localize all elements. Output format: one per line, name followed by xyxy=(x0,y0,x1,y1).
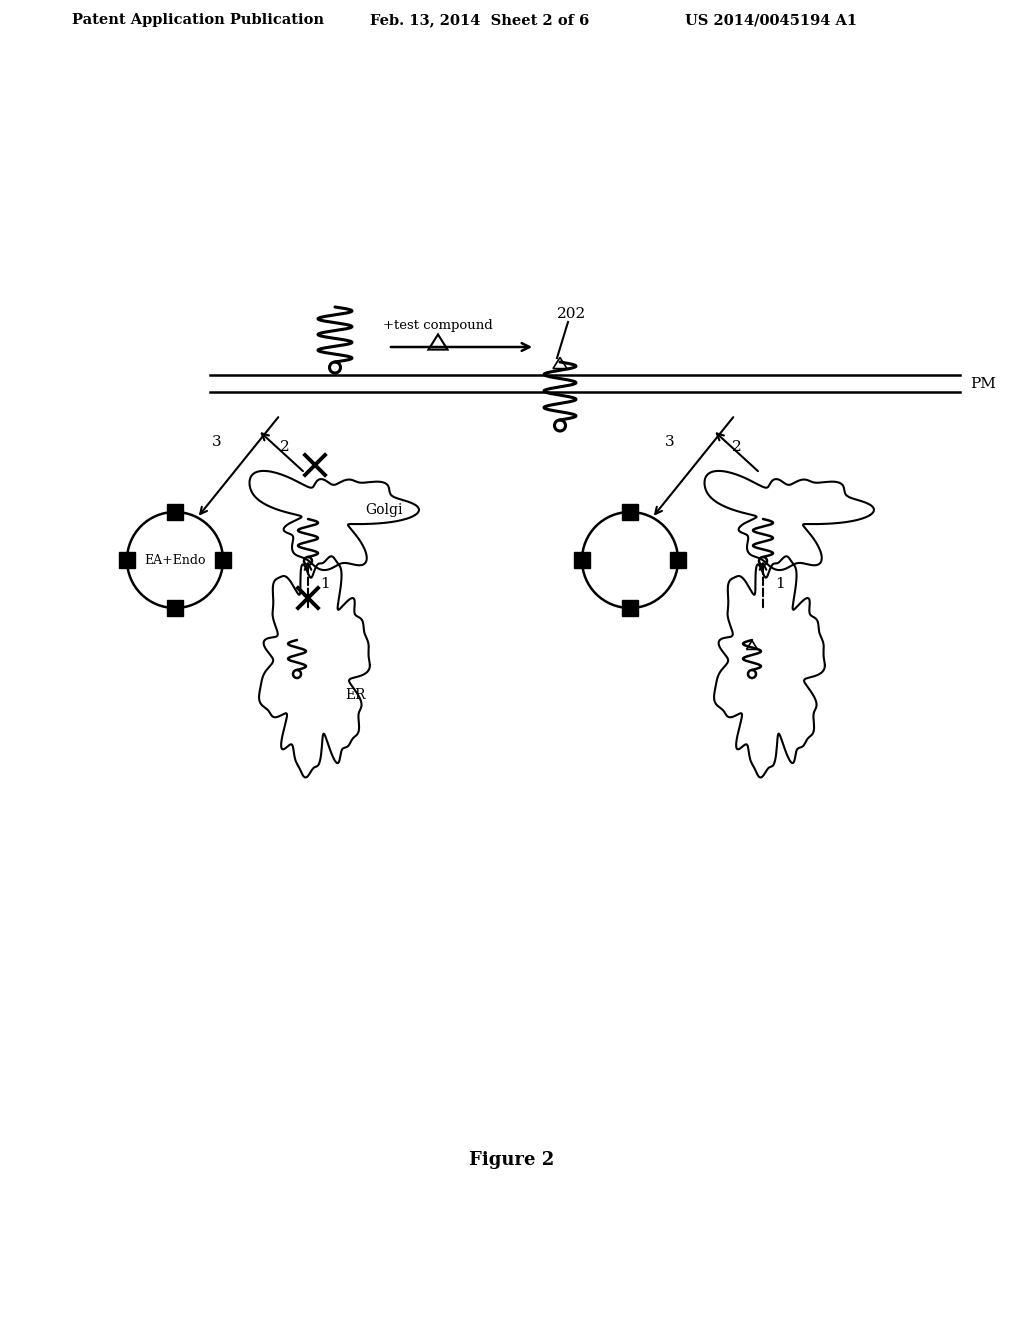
Text: 202: 202 xyxy=(557,308,587,321)
Text: +test compound: +test compound xyxy=(383,318,493,331)
Bar xyxy=(622,601,638,616)
Text: 1: 1 xyxy=(775,577,784,591)
Bar xyxy=(119,552,135,568)
Text: 2: 2 xyxy=(280,440,290,454)
Text: 2: 2 xyxy=(732,440,741,454)
Text: Feb. 13, 2014  Sheet 2 of 6: Feb. 13, 2014 Sheet 2 of 6 xyxy=(370,13,589,26)
Text: 3: 3 xyxy=(665,436,675,449)
Bar xyxy=(215,552,231,568)
Text: EA+Endo: EA+Endo xyxy=(144,553,206,566)
Text: US 2014/0045194 A1: US 2014/0045194 A1 xyxy=(685,13,857,26)
Bar xyxy=(167,601,183,616)
Bar xyxy=(622,504,638,520)
Text: 3: 3 xyxy=(212,436,221,449)
Bar xyxy=(167,504,183,520)
Text: ER: ER xyxy=(345,688,366,702)
Text: Figure 2: Figure 2 xyxy=(469,1151,555,1170)
Bar xyxy=(574,552,590,568)
Text: 1: 1 xyxy=(319,577,330,591)
Bar xyxy=(670,552,686,568)
Text: Patent Application Publication: Patent Application Publication xyxy=(72,13,324,26)
Text: Golgi: Golgi xyxy=(365,503,402,517)
Text: PM: PM xyxy=(970,376,996,391)
